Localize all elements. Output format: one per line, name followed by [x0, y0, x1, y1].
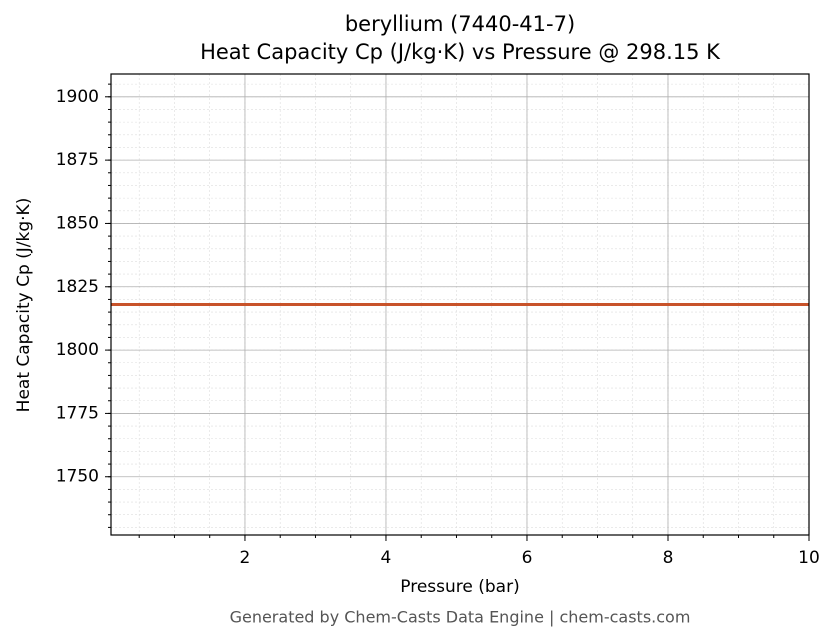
- y-tick-label: 1875: [56, 150, 99, 170]
- y-tick-label: 1825: [56, 277, 99, 297]
- chart-title: beryllium (7440-41-7): [345, 12, 575, 36]
- x-tick-label: 4: [381, 548, 392, 568]
- x-axis-label: Pressure (bar): [400, 577, 519, 597]
- x-tick-label: 6: [522, 548, 533, 568]
- y-tick-label: 1750: [56, 467, 99, 487]
- x-tick-label: 8: [663, 548, 674, 568]
- y-tick-label: 1850: [56, 213, 99, 233]
- y-axis-label: Heat Capacity Cp (J/kg·K): [14, 198, 34, 413]
- y-tick-label: 1800: [56, 340, 99, 360]
- chart-subtitle: Heat Capacity Cp (J/kg·K) vs Pressure @ …: [200, 40, 721, 64]
- plot-frame: [110, 73, 810, 536]
- y-tick-label: 1900: [56, 87, 99, 107]
- y-tick-label: 1775: [56, 403, 99, 423]
- x-tick-label: 10: [798, 548, 820, 568]
- footer: Generated by Chem-Casts Data Engine | ch…: [230, 608, 691, 627]
- x-tick-label: 2: [240, 548, 251, 568]
